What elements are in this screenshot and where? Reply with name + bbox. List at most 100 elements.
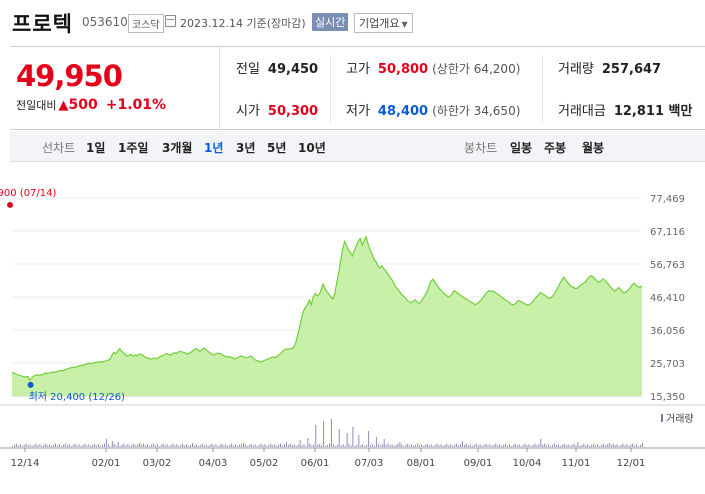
volume-bar xyxy=(98,444,100,447)
volume-bar xyxy=(127,444,129,447)
upper-limit: (상한가 64,200) xyxy=(432,62,521,76)
volume-bar xyxy=(215,444,217,447)
volume-legend-mark xyxy=(661,414,663,422)
current-price-box: 49,950 전일대비 ▲500 +1.01% xyxy=(10,47,220,130)
company-overview-label: 기업개요 xyxy=(359,17,400,30)
volume-bar xyxy=(131,444,133,447)
x-tick-label: 04/03 xyxy=(199,458,228,469)
candle-weekly[interactable]: 주봉 xyxy=(544,141,567,155)
volume-bar xyxy=(14,444,15,447)
volume-bars: 거래량 xyxy=(12,413,694,447)
volume-bar xyxy=(612,443,614,447)
y-tick-label: 36,056 xyxy=(650,326,685,337)
volume-bar xyxy=(199,444,201,447)
volume-bar xyxy=(628,446,630,447)
volume-bar xyxy=(372,444,373,447)
volume-bar xyxy=(29,444,31,447)
volume-bar xyxy=(266,446,268,447)
volume-bar xyxy=(295,446,297,447)
volume-bar xyxy=(436,443,438,447)
y-tick-label: 25,703 xyxy=(650,359,685,370)
volume-bar xyxy=(254,444,256,447)
volume-bar xyxy=(192,443,193,447)
volume-bar xyxy=(135,445,137,447)
x-tick-label: 12/01 xyxy=(617,458,646,469)
volume-bar xyxy=(352,427,354,447)
volume-bar xyxy=(217,446,219,447)
volume-bar xyxy=(74,443,76,447)
volume-bar xyxy=(57,445,58,447)
volume-bar xyxy=(225,444,227,447)
volume-bar xyxy=(614,445,616,447)
volume-bar xyxy=(536,445,538,447)
volume-bar xyxy=(119,446,121,447)
period-10y[interactable]: 10년 xyxy=(298,141,326,155)
volume-bar xyxy=(158,446,160,447)
volume-bar xyxy=(72,444,74,447)
volume-bar xyxy=(43,444,45,447)
volume-bar xyxy=(102,444,103,447)
volume-bar xyxy=(242,443,244,447)
divider xyxy=(330,55,331,122)
volume-bar xyxy=(454,444,456,447)
volume-bar xyxy=(442,446,444,447)
realtime-button[interactable]: 실시간 xyxy=(312,13,349,31)
volume-bar xyxy=(92,444,94,447)
candle-monthly[interactable]: 월봉 xyxy=(582,141,605,155)
volume-bar xyxy=(252,445,254,447)
volume-bar xyxy=(237,446,238,447)
volume-bar xyxy=(303,444,305,447)
volume-bar xyxy=(325,446,326,447)
volume-bar xyxy=(430,444,432,447)
volume-bar xyxy=(450,444,452,447)
volume-bar xyxy=(485,443,487,447)
period-5y[interactable]: 5년 xyxy=(267,141,287,155)
divider xyxy=(542,55,543,122)
current-price: 49,950 xyxy=(16,59,123,93)
volume-bar xyxy=(152,443,154,447)
volume-bar xyxy=(344,446,346,447)
volume-bar xyxy=(563,443,565,447)
volume-bar xyxy=(589,446,591,447)
candle-chart-label: 봉차트 xyxy=(464,141,498,155)
x-tick-label: 08/01 xyxy=(407,458,436,469)
volume-bar xyxy=(428,445,430,447)
period-3m[interactable]: 3개월 xyxy=(162,141,193,155)
period-1w[interactable]: 1주일 xyxy=(118,141,149,155)
volume-bar xyxy=(285,442,287,447)
volume-bar xyxy=(419,445,420,447)
volume-bar xyxy=(209,444,211,447)
volume-bar xyxy=(364,446,366,447)
volume-bar xyxy=(438,445,440,447)
volume-bar xyxy=(188,446,190,447)
volume-bar xyxy=(86,445,88,447)
volume-bar xyxy=(516,445,518,447)
x-tick-label: 11/01 xyxy=(562,458,591,469)
period-3y[interactable]: 3년 xyxy=(236,141,256,155)
volume-bar xyxy=(532,444,534,447)
volume-bar xyxy=(197,446,199,447)
high-label: 최고 70,900 (07/14) xyxy=(0,187,57,199)
volume-bar xyxy=(311,445,313,447)
company-overview-dropdown[interactable]: 기업개요 ▼ xyxy=(354,13,413,33)
low-label: 저가 xyxy=(346,104,370,119)
volume-bar xyxy=(467,445,469,447)
volume-bar xyxy=(33,444,35,447)
period-1d[interactable]: 1일 xyxy=(86,141,106,155)
volume-bar xyxy=(203,445,205,447)
chart-toolbar: 선차트 1일 1주일 3개월 1년 3년 5년 10년 봉차트 일봉 주봉 월봉 xyxy=(10,131,705,162)
volume-bar xyxy=(559,446,561,447)
volume-bar xyxy=(248,444,250,447)
volume-bar xyxy=(164,445,166,447)
volume-bar xyxy=(397,443,399,447)
volume-bar xyxy=(602,443,604,447)
period-1y[interactable]: 1년 xyxy=(204,141,224,155)
volume-bar xyxy=(264,444,266,447)
volume-bar xyxy=(229,444,231,447)
volume-bar xyxy=(375,437,377,447)
volume-bar xyxy=(370,445,371,447)
candle-daily[interactable]: 일봉 xyxy=(510,141,533,155)
volume-bar xyxy=(374,446,375,447)
volume-bar xyxy=(186,444,188,447)
volume-bar xyxy=(293,444,295,447)
